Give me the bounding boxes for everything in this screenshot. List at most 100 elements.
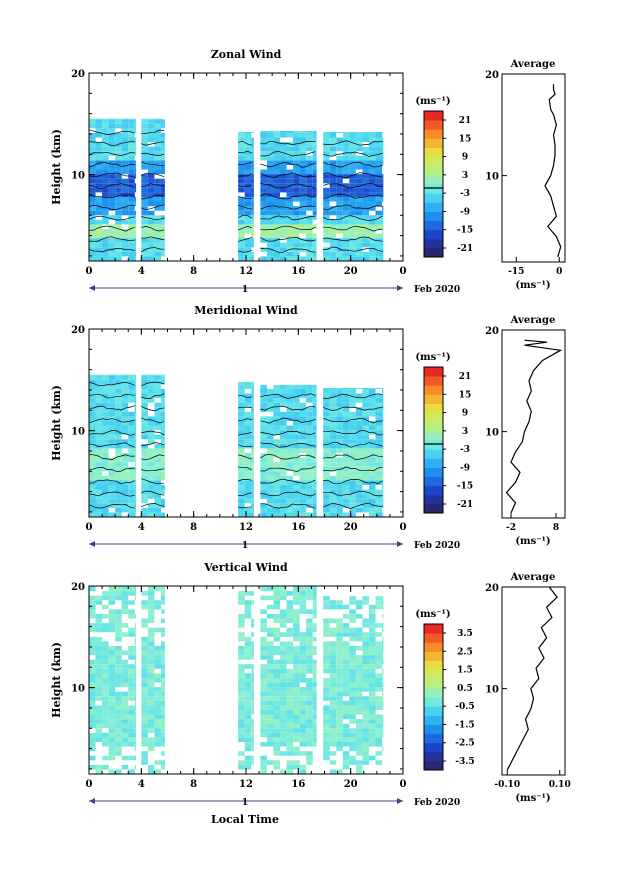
colorbar-segment	[424, 633, 443, 643]
average-x-label: (ms⁻¹)	[515, 536, 550, 547]
chart-title: Meridional Wind	[194, 304, 298, 317]
average-y-tick-label: 20	[485, 583, 499, 594]
colorbar-segment	[424, 697, 443, 707]
average-title: Average	[510, 572, 556, 583]
colorbar-segment	[424, 193, 443, 203]
colorbar-tick-label: -1.5	[455, 720, 474, 730]
day-arrow-right	[397, 798, 403, 804]
y-tick-label: 20	[71, 582, 85, 593]
average-x-tick-label: 0.10	[549, 780, 571, 790]
contour-lines	[88, 381, 135, 509]
colorbar-segment	[424, 430, 443, 441]
y-axis-label: Height (km)	[50, 129, 63, 205]
colorbar-segment	[424, 715, 443, 725]
colorbar-segment	[424, 156, 443, 167]
colorbar-segment	[424, 120, 443, 130]
average-profile-line	[544, 84, 562, 258]
colorbar-segment	[424, 760, 443, 771]
colorbar-segment	[424, 624, 443, 634]
xlabel-local-time: Local Time	[211, 813, 279, 826]
colorbar-tick-label: -9	[460, 463, 470, 473]
colorbar-tick-label: -0.5	[455, 702, 474, 712]
y-tick-label: 10	[71, 684, 85, 695]
colorbar-tick-label: 15	[459, 134, 472, 144]
colorbar-segment	[424, 376, 443, 386]
x-tick-label: 4	[138, 266, 145, 277]
colorbar-tick-label: -3	[460, 189, 470, 199]
colorbar-tick-label: 3.5	[457, 629, 473, 639]
average-y-tick-label: 20	[485, 70, 499, 81]
chart-title: Zonal Wind	[211, 48, 282, 61]
x-tick-label: 0	[400, 522, 407, 533]
date-label: Feb 2020	[414, 285, 460, 295]
y-axis-label: Height (km)	[50, 642, 63, 718]
colorbar-segment	[424, 467, 443, 477]
y-tick-label: 20	[71, 325, 85, 336]
x-tick-label: 8	[190, 779, 197, 790]
x-tick-label: 0	[86, 266, 93, 277]
x-tick-label: 8	[190, 266, 197, 277]
average-title: Average	[510, 315, 556, 326]
colorbar-frame	[423, 623, 444, 771]
colorbar-segment	[424, 412, 443, 423]
average-x-label: (ms⁻¹)	[515, 280, 550, 291]
colorbar-segment	[424, 485, 443, 496]
colorbar-tick-label: -21	[457, 500, 473, 510]
colorbar-segment	[424, 733, 443, 744]
colorbar-frame	[423, 110, 444, 258]
colorbar-segment	[424, 440, 443, 450]
colorbar-unit: (ms⁻¹)	[415, 96, 450, 107]
y-tick-label: 10	[71, 427, 85, 438]
heatmap-cells	[89, 118, 384, 261]
average-frame	[501, 73, 566, 263]
colorbar-tick-label: -21	[457, 244, 473, 254]
chart-title: Vertical Wind	[203, 561, 288, 574]
x-tick-label: 0	[400, 266, 407, 277]
average-y-tick-label: 10	[485, 428, 499, 439]
colorbar-segment	[424, 742, 443, 753]
colorbar-segment	[424, 678, 443, 689]
x-tick-label: 0	[400, 779, 407, 790]
contour-lines	[260, 140, 316, 253]
x-tick-label: 12	[239, 522, 253, 533]
colorbar-tick-label: 9	[462, 153, 468, 163]
average-x-tick-label: 8	[553, 523, 559, 533]
day-arrow-left	[89, 541, 95, 547]
panel-vertical-wind: Vertical Wind 0 4 8 12 16 20 0 20 10 Height (km) 1 F…	[50, 561, 571, 808]
colorbar-segment	[424, 494, 443, 505]
y-axis-label: Height (km)	[50, 385, 63, 461]
colorbar-unit: (ms⁻¹)	[415, 609, 450, 620]
colorbar-segment	[424, 476, 443, 487]
colorbar-tick-label: 15	[459, 390, 472, 400]
x-tick-label: 0	[86, 522, 93, 533]
colorbar-segment	[424, 138, 443, 148]
average-profile-line	[506, 586, 558, 771]
colorbar-tick-label: -15	[457, 482, 473, 492]
average-x-label: (ms⁻¹)	[515, 793, 550, 804]
colorbar-segment	[424, 403, 443, 414]
average-x-tick-label: -15	[508, 267, 524, 277]
x-tick-label: 16	[291, 779, 305, 790]
x-tick-label: 16	[291, 522, 305, 533]
colorbar-tick-label: 9	[462, 409, 468, 419]
colorbar-tick-label: 2.5	[457, 647, 473, 657]
colorbar-segment	[424, 669, 443, 680]
colorbar-segment	[424, 458, 443, 468]
contour-lines	[260, 393, 316, 509]
x-tick-label: 4	[138, 779, 145, 790]
colorbar-segment	[424, 421, 443, 432]
panel-zonal-wind: Zonal Wind 0 4 8 12 16 20 0 20 10 Height (km) 1 Feb …	[50, 48, 566, 295]
colorbar-segment	[424, 449, 443, 459]
average-frame	[501, 586, 566, 776]
colorbar-segment	[424, 642, 443, 652]
average-y-tick-label: 10	[485, 172, 499, 183]
colorbar-segment	[424, 503, 443, 514]
heatmap-cells	[89, 586, 384, 774]
colorbar-tick-label: -2.5	[455, 739, 474, 749]
x-tick-label: 8	[190, 522, 197, 533]
contour-lines	[323, 140, 383, 252]
date-label: Feb 2020	[414, 541, 460, 551]
colorbar-tick-label: 0.5	[457, 684, 473, 694]
colorbar-segment	[424, 651, 443, 661]
